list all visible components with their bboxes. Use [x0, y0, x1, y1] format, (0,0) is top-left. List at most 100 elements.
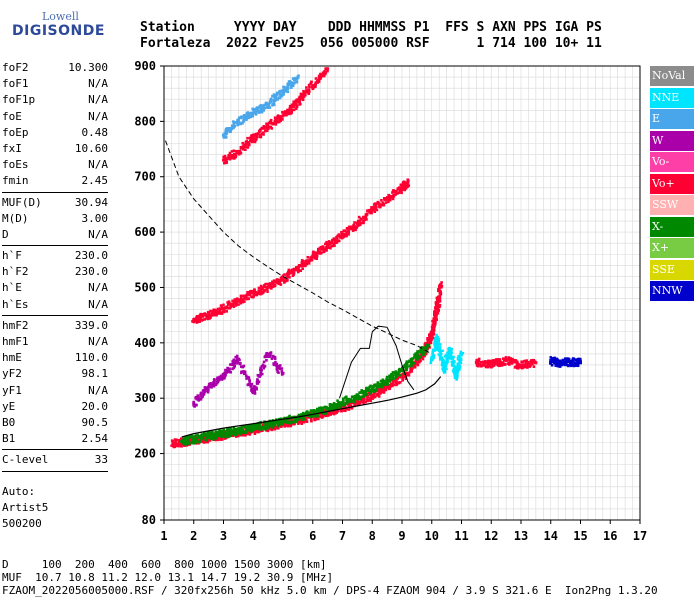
data-point: [443, 362, 446, 366]
data-point: [345, 407, 349, 411]
data-point: [231, 430, 234, 434]
data-point: [217, 434, 221, 438]
data-point: [382, 391, 386, 394]
data-point: [368, 388, 371, 392]
data-point: [413, 361, 416, 365]
data-point: [269, 283, 273, 286]
data-point: [403, 365, 406, 369]
data-point: [549, 359, 553, 363]
data-point: [206, 317, 210, 321]
legend-entry: W: [650, 130, 694, 151]
data-point: [259, 366, 263, 370]
data-point: [245, 427, 249, 431]
data-point: [400, 191, 403, 195]
data-point: [227, 427, 230, 431]
data-point: [214, 431, 217, 435]
data-point: [248, 292, 252, 296]
data-point: [388, 387, 391, 390]
data-point: [286, 424, 290, 428]
data-point: [322, 71, 326, 75]
data-point: [382, 381, 386, 384]
data-point: [262, 364, 266, 368]
data-point: [254, 111, 258, 115]
data-point: [359, 221, 363, 225]
data-point: [398, 374, 401, 377]
data-point: [222, 155, 225, 159]
data-point: [477, 357, 481, 361]
data-point: [289, 424, 293, 427]
data-point: [265, 129, 269, 132]
data-point: [376, 381, 380, 384]
data-point: [275, 363, 278, 367]
data-point: [178, 439, 182, 442]
data-point: [332, 407, 335, 410]
data-point: [326, 412, 329, 416]
data-point: [213, 378, 216, 382]
data-point: [260, 429, 263, 432]
data-point: [372, 392, 376, 396]
data-point: [221, 435, 224, 438]
data-point: [207, 434, 211, 438]
data-point: [278, 419, 281, 423]
data-point: [393, 379, 397, 383]
data-point: [175, 443, 179, 447]
data-point: [355, 222, 359, 226]
data-point: [314, 415, 317, 418]
data-point: [261, 423, 265, 427]
data-point: [307, 92, 311, 96]
data-point: [230, 124, 234, 128]
data-point: [193, 435, 197, 438]
data-point: [269, 97, 273, 101]
data-point: [442, 369, 446, 373]
data-point: [296, 100, 300, 104]
data-point: [199, 393, 202, 397]
data-point: [201, 313, 204, 316]
param-row: h`Es N/A: [2, 297, 108, 313]
data-point: [245, 139, 249, 143]
data-point: [243, 371, 247, 375]
data-point: [432, 336, 435, 340]
data-point: [301, 259, 305, 263]
data-point: [324, 67, 328, 71]
data-point: [342, 235, 345, 239]
data-point: [407, 179, 410, 183]
data-point: [385, 381, 389, 384]
data-point: [457, 354, 460, 358]
data-point: [319, 246, 323, 249]
data-point: [328, 246, 332, 249]
data-point: [280, 420, 283, 424]
data-point: [239, 432, 242, 436]
data-point: [199, 398, 203, 401]
param-label: C-level: [2, 453, 49, 467]
data-point: [200, 433, 204, 436]
data-point: [180, 445, 183, 448]
data-point: [171, 440, 175, 443]
data-point: [359, 391, 363, 394]
data-point: [294, 102, 298, 106]
data-point: [187, 440, 191, 444]
param-value: 20.0: [81, 399, 109, 413]
data-point: [379, 388, 382, 392]
data-point: [195, 438, 198, 442]
y-tick-label: 400: [134, 336, 156, 350]
data-point: [343, 233, 347, 237]
data-point: [310, 413, 314, 417]
data-point: [220, 429, 223, 433]
data-point: [490, 359, 493, 363]
data-point: [230, 150, 234, 153]
data-point: [561, 358, 565, 362]
data-point: [246, 424, 250, 427]
data-point: [268, 106, 272, 109]
data-point: [341, 406, 344, 410]
data-point: [379, 205, 382, 209]
data-point: [219, 435, 223, 438]
data-point: [222, 372, 226, 376]
data-point: [529, 359, 533, 363]
data-point: [271, 281, 275, 285]
data-point: [235, 121, 238, 124]
data-point: [312, 85, 316, 88]
data-point: [256, 429, 260, 433]
data-point: [515, 363, 519, 366]
data-point: [355, 393, 359, 397]
data-point: [232, 155, 235, 159]
